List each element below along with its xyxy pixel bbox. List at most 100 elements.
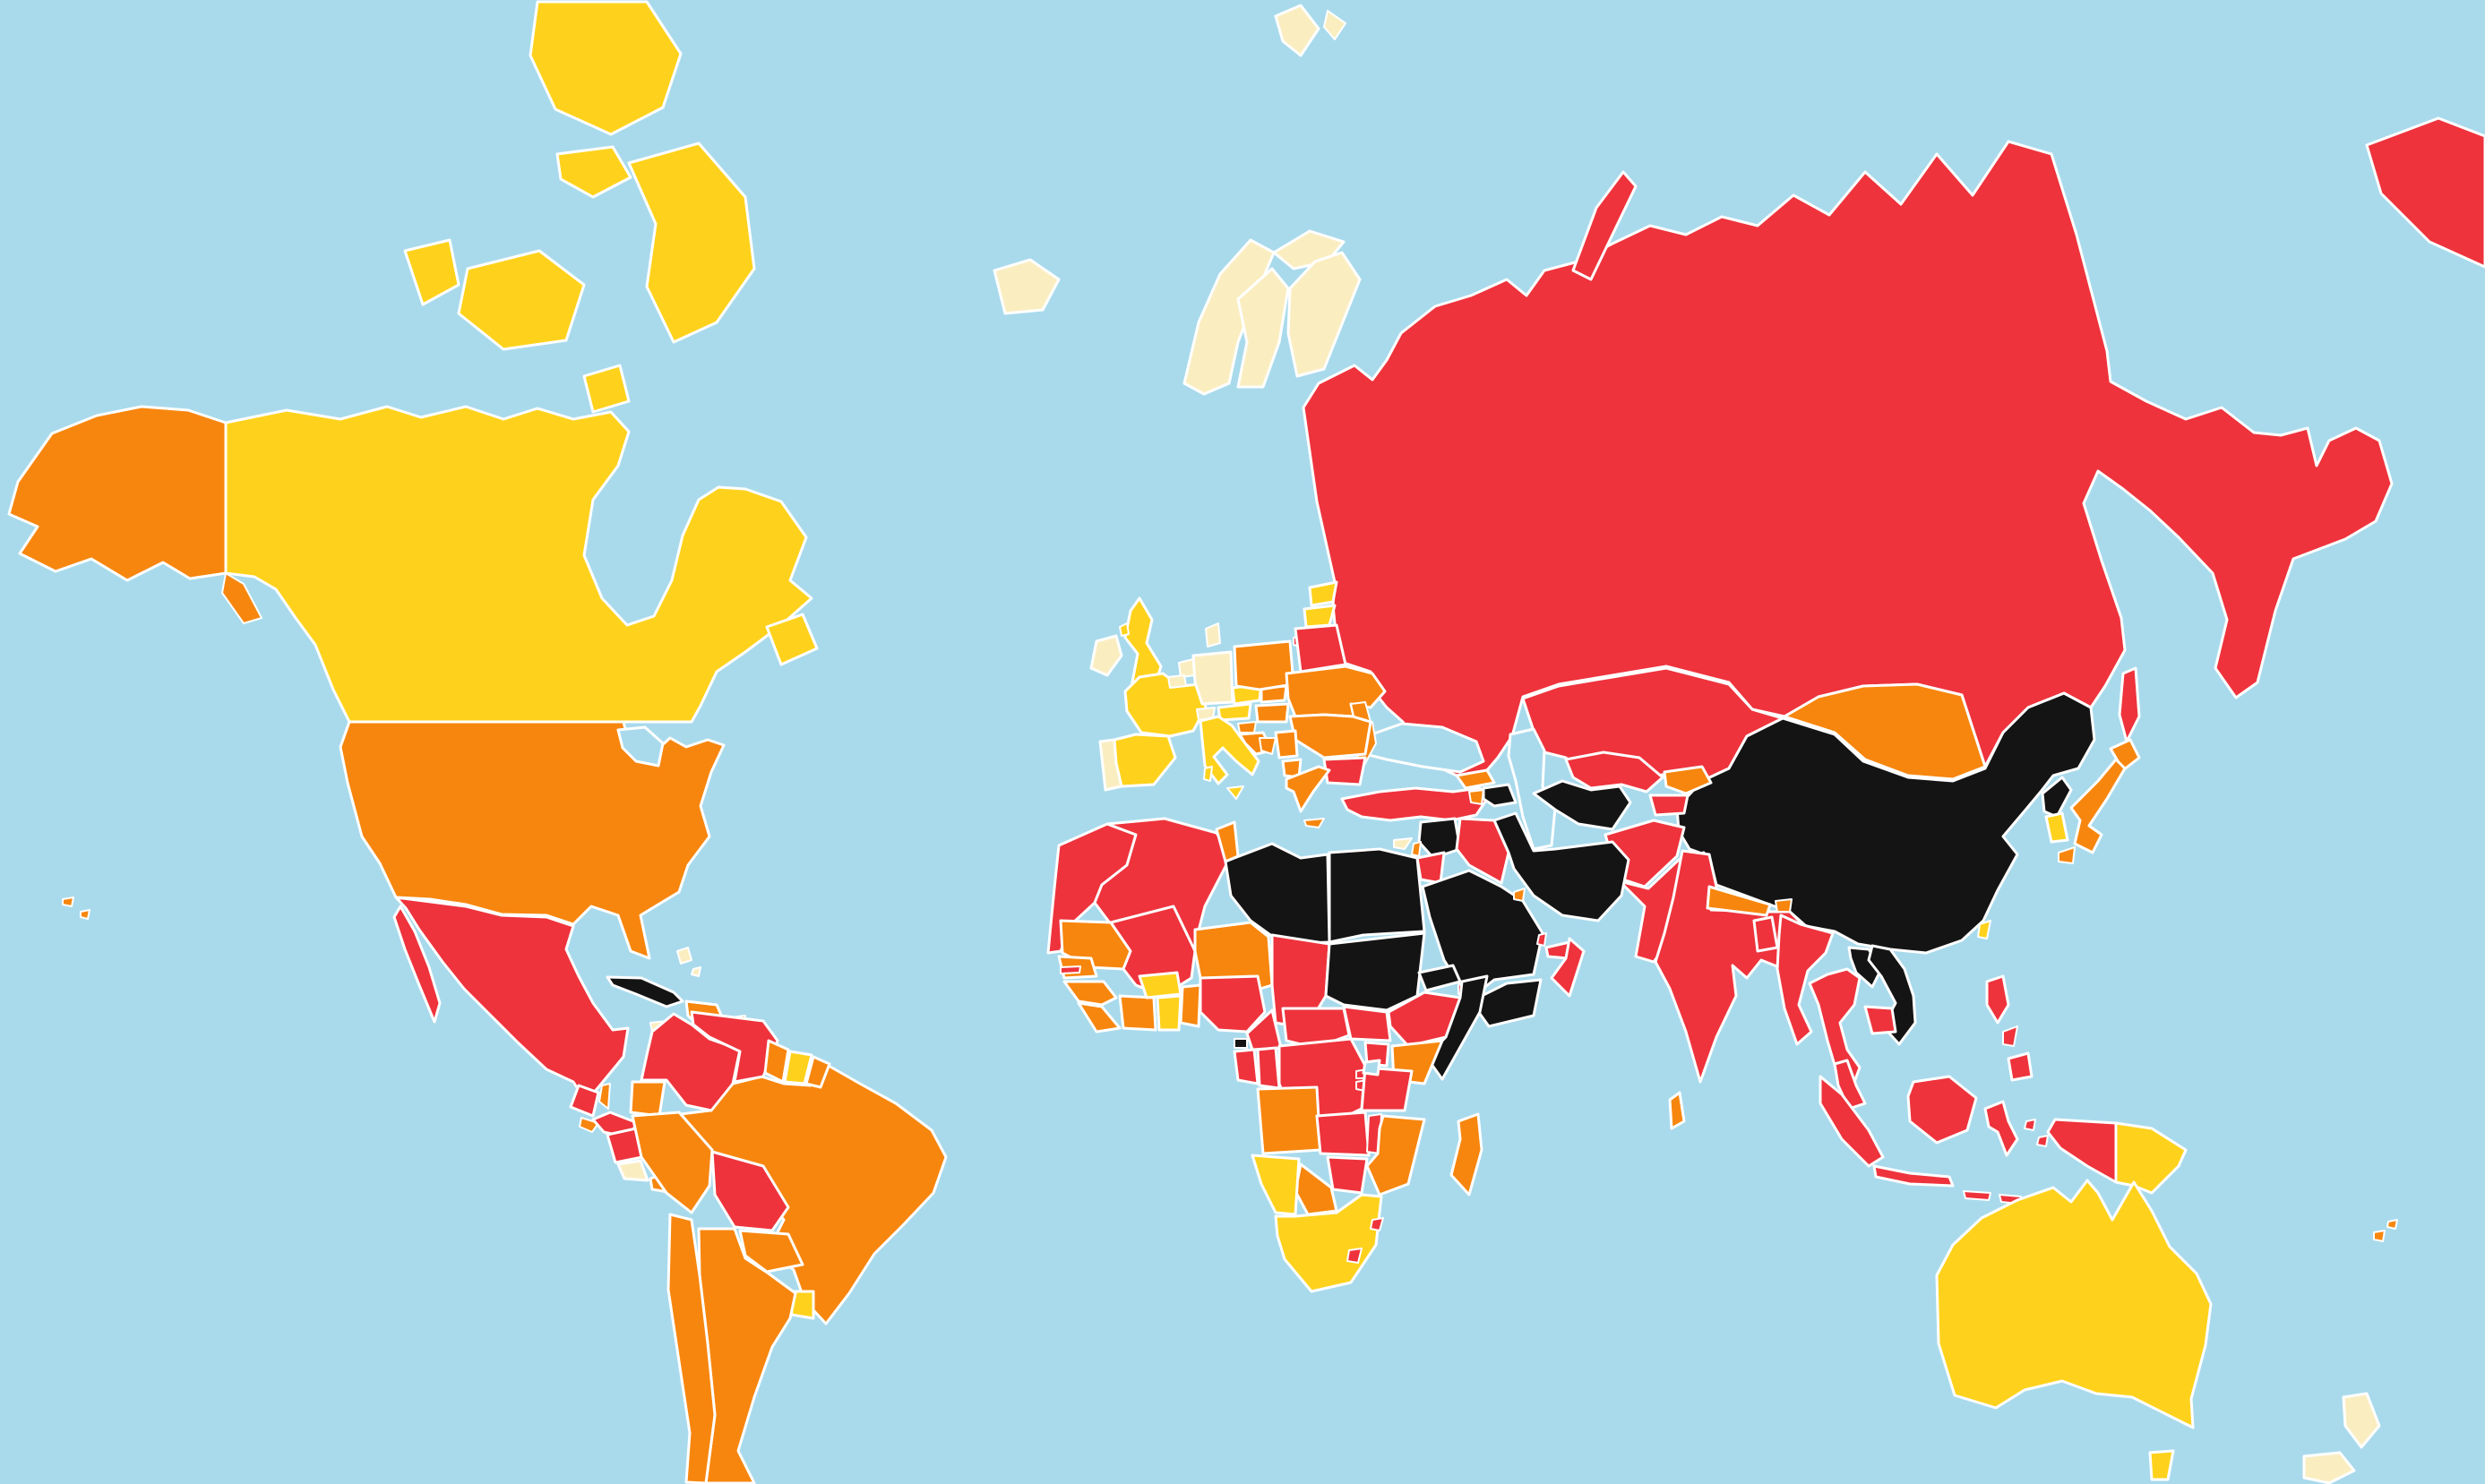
country-malaysia	[1833, 1059, 1867, 1111]
country-myanmar	[1776, 914, 1835, 1046]
lake-victoria	[1362, 1059, 1381, 1077]
country-ecuador	[629, 1080, 666, 1118]
country-chile	[666, 1213, 717, 1484]
country-turkey	[1340, 786, 1489, 822]
country-yemen	[1469, 978, 1543, 1028]
country-belgium	[1167, 674, 1187, 689]
country-cambodia	[1863, 1005, 1897, 1035]
country-oman	[1550, 937, 1586, 998]
black-sea	[1360, 722, 1485, 774]
country-indonesia-moluccas-2	[2036, 1135, 2049, 1147]
country-kyrgyzstan	[1663, 765, 1713, 795]
country-french-guiana	[804, 1055, 831, 1089]
country-mozambique	[1365, 1114, 1426, 1197]
country-kuwait	[1513, 888, 1526, 902]
caspian-sea	[1507, 727, 1557, 851]
country-japan-kyushu	[2058, 846, 2076, 864]
country-egypt	[1328, 847, 1426, 944]
country-bosnia	[1259, 737, 1277, 755]
country-qatar	[1536, 932, 1547, 947]
country-svalbard-2	[1323, 10, 1346, 40]
country-spain	[1113, 733, 1177, 788]
country-burkina-faso	[1138, 971, 1182, 999]
country-fiji-2	[2386, 1219, 2398, 1230]
country-guyana	[763, 1039, 790, 1084]
great-lakes	[616, 725, 665, 768]
country-ireland	[1089, 634, 1123, 677]
country-slovenia	[1237, 721, 1257, 733]
country-indonesia-sumatra	[1819, 1075, 1885, 1168]
country-zimbabwe	[1326, 1155, 1369, 1195]
country-poland	[1233, 639, 1295, 691]
country-costa-rica	[616, 1159, 649, 1182]
country-papua-new-guinea	[2114, 1121, 2188, 1195]
country-sudan	[1324, 931, 1426, 1012]
country-belarus	[1294, 623, 1347, 673]
country-zambia	[1315, 1111, 1371, 1157]
country-usa-hawaii-2	[80, 909, 90, 920]
country-azerbaijan	[1482, 783, 1518, 808]
country-canada-baffin	[627, 142, 756, 344]
country-australia-tasmania	[2148, 1449, 2175, 1481]
country-canada-southampton	[582, 364, 631, 414]
country-canada-banks	[403, 238, 460, 306]
country-angola	[1256, 1085, 1322, 1155]
country-north-korea	[2041, 776, 2073, 819]
country-mexico-baja	[392, 905, 442, 1024]
country-fiji	[2373, 1230, 2386, 1242]
country-canada-victoria	[457, 249, 586, 351]
country-italy-sicily	[1226, 785, 1244, 800]
country-alaska	[7, 405, 228, 582]
country-canada-newfoundland	[765, 613, 819, 666]
country-uganda	[1363, 1041, 1390, 1068]
country-latvia	[1303, 604, 1337, 629]
country-guatemala	[569, 1084, 600, 1118]
country-bhutan	[1775, 898, 1793, 913]
country-armenia	[1468, 789, 1484, 805]
country-somalia	[1424, 974, 1489, 1081]
country-russia-sakhalin	[2118, 666, 2141, 743]
country-south-korea	[2044, 811, 2069, 844]
country-south-africa	[1274, 1193, 1383, 1293]
country-svalbard	[1274, 4, 1320, 57]
country-gabon	[1233, 1048, 1260, 1085]
country-lesotho	[1346, 1248, 1363, 1264]
country-russia-novaya-zemlya	[1571, 170, 1638, 281]
country-peru	[631, 1111, 714, 1214]
country-jordan	[1415, 851, 1446, 885]
country-nepal	[1706, 885, 1772, 917]
country-cyprus	[1393, 837, 1413, 850]
country-greece-crete	[1303, 818, 1325, 828]
country-romania	[1288, 713, 1372, 759]
country-indonesia-java	[1872, 1164, 1955, 1188]
country-turkmenistan	[1532, 779, 1632, 831]
country-tajikistan	[1648, 793, 1690, 817]
country-ivory-coast	[1118, 994, 1157, 1032]
country-ghana	[1156, 994, 1182, 1032]
country-togo-benin	[1179, 983, 1202, 1028]
country-canada-ellesmere	[529, 0, 683, 136]
country-philippines-visayas	[2002, 1025, 2018, 1047]
country-hungary	[1254, 702, 1290, 724]
country-thailand	[1808, 967, 1862, 1084]
country-uzbekistan	[1564, 751, 1664, 793]
country-eritrea	[1417, 964, 1462, 992]
country-usa-hawaii	[62, 896, 74, 907]
country-greece	[1285, 765, 1331, 813]
country-eswatini	[1370, 1217, 1384, 1231]
country-estonia	[1308, 580, 1338, 607]
country-georgia	[1455, 768, 1496, 790]
country-japan-honshu	[2069, 758, 2127, 854]
country-new-zealand-south	[2302, 1451, 2356, 1484]
country-colombia	[640, 1012, 742, 1112]
country-canada-devon	[555, 145, 632, 199]
country-australia	[1935, 1179, 2213, 1429]
country-south-sudan	[1342, 1005, 1392, 1042]
country-venezuela	[690, 1010, 779, 1084]
country-philippines-luzon	[1985, 974, 2010, 1025]
country-mexico	[394, 896, 630, 1103]
country-philippines-mindanao	[2007, 1051, 2034, 1082]
country-sri-lanka	[1668, 1091, 1686, 1130]
country-cuba	[606, 975, 684, 1008]
country-suriname	[783, 1050, 813, 1085]
